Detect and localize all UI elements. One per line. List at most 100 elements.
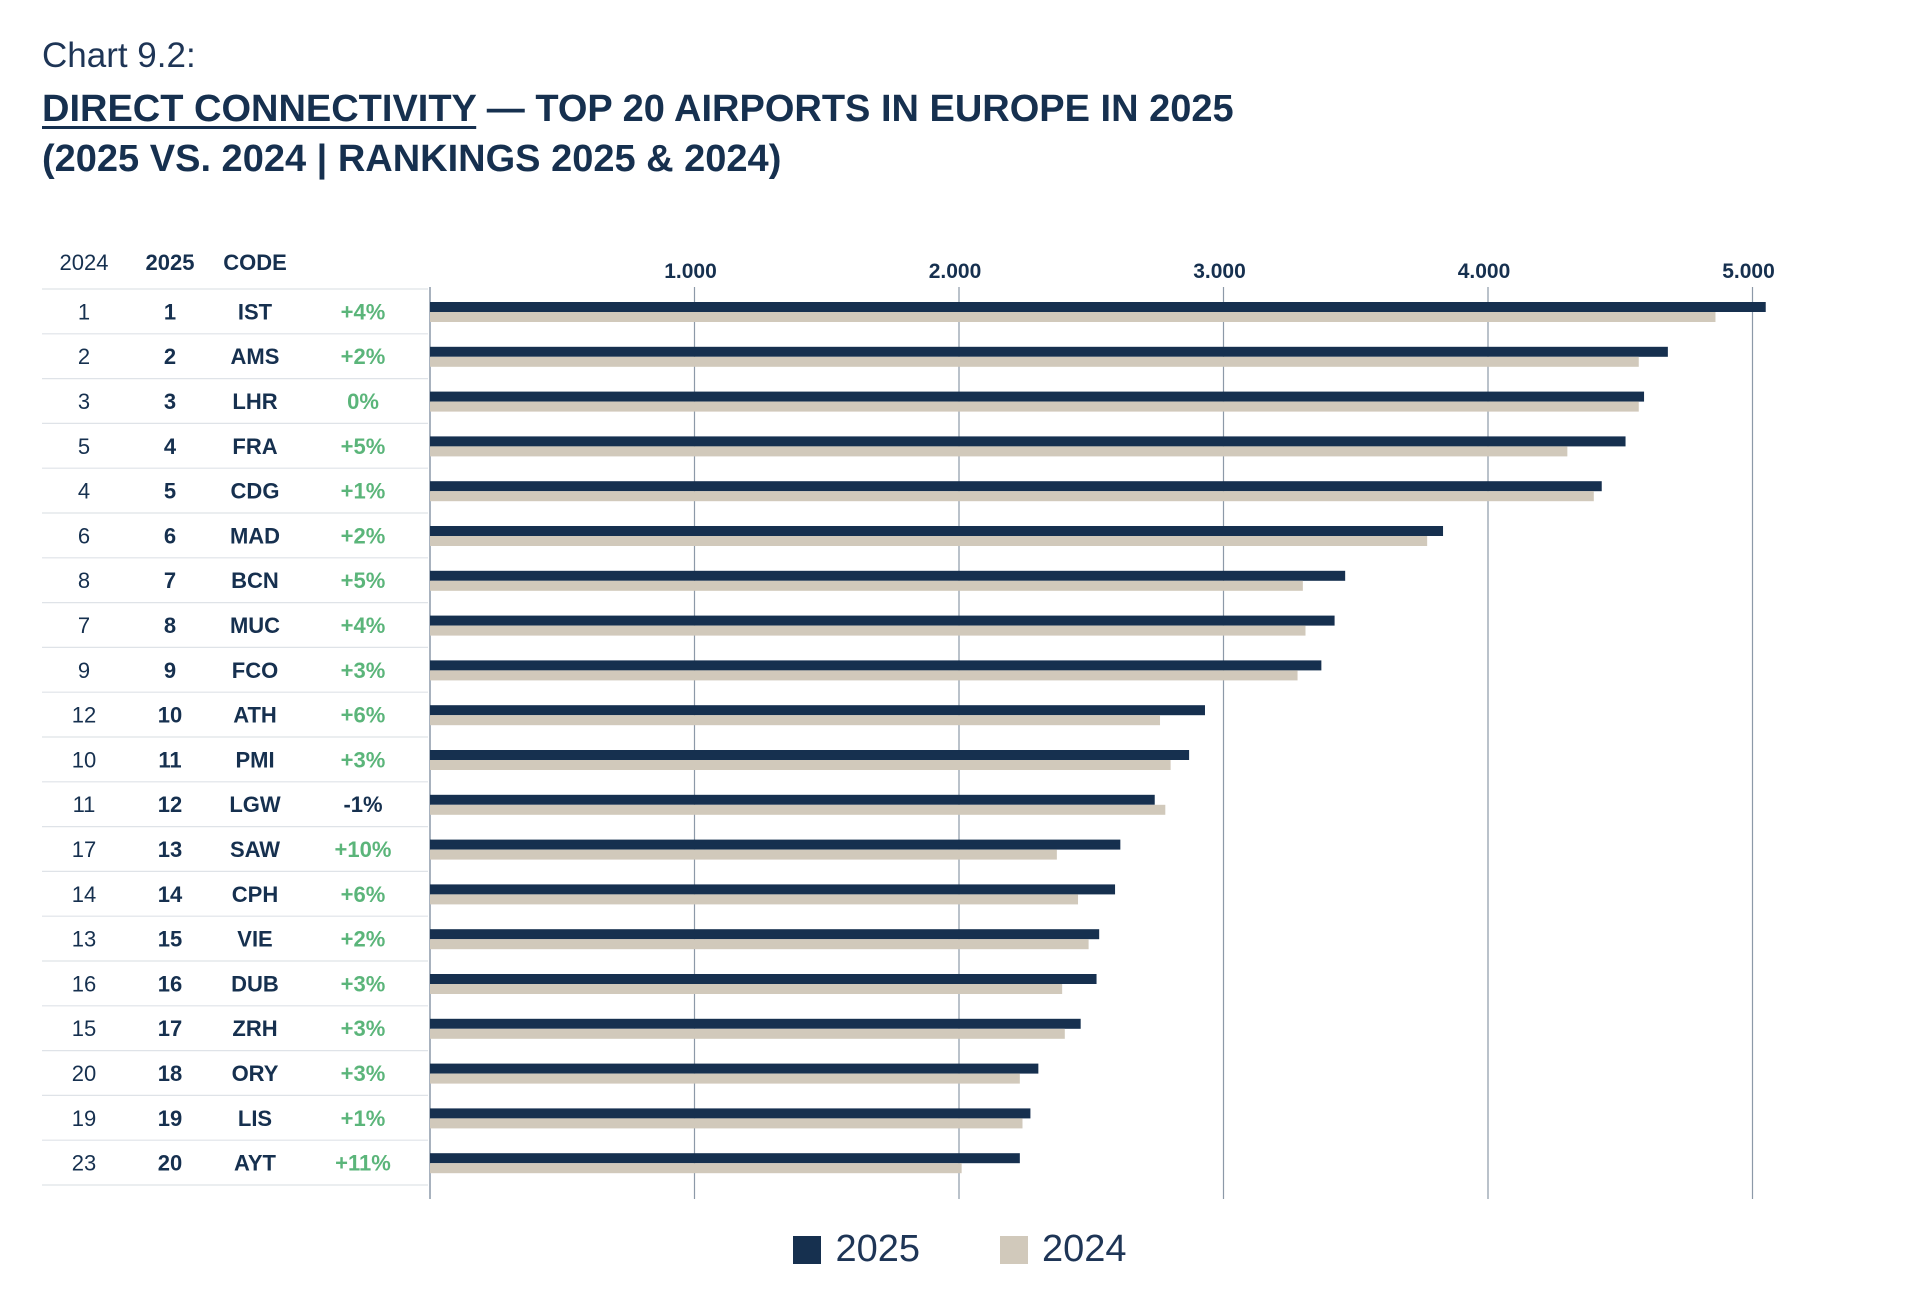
airport-code: VIE (237, 927, 272, 952)
bar-2024-BCN (430, 580, 1303, 591)
bar-2025-VIE (430, 929, 1100, 940)
rank-2024-cell: 20 (72, 1061, 96, 1086)
airport-code: SAW (230, 837, 280, 862)
change-percent: +4% (341, 613, 386, 638)
table-header-0: 2024 (60, 250, 109, 275)
change-percent: +4% (341, 299, 386, 324)
rank-2024-cell: 4 (78, 479, 90, 504)
table-header-1: 2025 (146, 250, 195, 275)
bar-2025-BCN (430, 570, 1346, 581)
airport-code: CPH (232, 882, 278, 907)
change-percent: +2% (341, 927, 386, 952)
rank-2024-cell: 6 (78, 523, 90, 548)
rank-2024-cell: 10 (72, 747, 96, 772)
rank-2024-cell: 23 (72, 1151, 96, 1176)
bar-2024-LIS (430, 1118, 1023, 1129)
bar-2025-IST (430, 302, 1766, 312)
bar-2025-AYT (430, 1153, 1020, 1164)
bar-2025-ORY (430, 1063, 1039, 1074)
legend-item-2024: 2024 (1000, 1228, 1127, 1271)
bar-2024-ORY (430, 1073, 1020, 1084)
legend-label-2025: 2025 (835, 1228, 920, 1270)
rank-2024-cell: 12 (72, 703, 96, 728)
rank-2024-cell: 19 (72, 1106, 96, 1131)
bar-2024-SAW (430, 849, 1057, 860)
bar-2024-FCO (430, 670, 1298, 681)
bar-2024-AMS (430, 356, 1639, 367)
bar-2024-MAD (430, 536, 1428, 546)
rank-2025-cell: 15 (158, 927, 182, 952)
airport-code: AYT (234, 1151, 277, 1176)
bar-2024-IST (430, 312, 1716, 322)
rank-2025-cell: 9 (164, 658, 176, 683)
bar-2024-ATH (430, 715, 1161, 726)
change-percent: +3% (341, 1016, 386, 1041)
chart-number: Chart 9.2: (42, 36, 196, 75)
bar-2025-MUC (430, 615, 1335, 626)
airport-code: ORY (232, 1061, 279, 1086)
rank-2024-cell: 7 (78, 613, 90, 638)
legend-label-2024: 2024 (1042, 1228, 1127, 1270)
chart-subtitle: (2025 VS. 2024 | RANKINGS 2025 & 2024) (42, 138, 782, 180)
change-percent: +2% (341, 523, 386, 548)
rank-2025-cell: 11 (158, 747, 181, 772)
bar-2025-SAW (430, 839, 1121, 850)
rank-2024-cell: 1 (78, 299, 90, 324)
bar-2025-FRA (430, 436, 1626, 447)
change-percent: +5% (341, 568, 386, 593)
change-percent: +3% (341, 1061, 386, 1086)
bar-2024-DUB (430, 984, 1063, 994)
rank-2024-cell: 17 (72, 837, 96, 862)
airport-code: LHR (232, 389, 277, 414)
bar-2025-ATH (430, 705, 1205, 716)
rank-2025-cell: 14 (158, 882, 183, 907)
bar-2025-CPH (430, 884, 1116, 895)
change-percent: +11% (335, 1151, 391, 1176)
airport-code: LGW (229, 792, 281, 817)
legend-swatch-2025 (793, 1235, 822, 1264)
table-header-2: CODE (223, 250, 287, 275)
chart-title-rest: — TOP 20 AIRPORTS IN EUROPE IN 2025 (476, 88, 1234, 130)
rank-2025-cell: 3 (164, 389, 176, 414)
chart-title: DIRECT CONNECTIVITY — TOP 20 AIRPORTS IN… (42, 84, 1234, 134)
change-percent: +2% (341, 344, 386, 369)
x-tick-label: 2.000 (929, 260, 982, 283)
rank-2024-cell: 5 (78, 434, 90, 459)
bar-2025-DUB (430, 974, 1097, 984)
bar-2025-PMI (430, 750, 1190, 760)
rank-2025-cell: 7 (164, 568, 176, 593)
bar-2025-FCO (430, 660, 1322, 671)
legend-item-2025: 2025 (793, 1228, 920, 1271)
x-tick-label: 1.000 (664, 260, 717, 283)
rank-2025-cell: 4 (164, 434, 177, 459)
change-percent: +3% (341, 971, 386, 996)
bar-2025-ZRH (430, 1018, 1081, 1029)
bar-2025-MAD (430, 526, 1444, 536)
rank-2024-cell: 9 (78, 658, 90, 683)
bar-2024-ZRH (430, 1028, 1065, 1039)
change-percent: -1% (343, 792, 382, 817)
legend-swatch-2024 (1000, 1235, 1028, 1264)
rank-2024-cell: 8 (78, 568, 90, 593)
rank-2025-cell: 13 (158, 837, 182, 862)
bar-2025-AMS (430, 346, 1668, 357)
change-percent: +6% (341, 703, 386, 728)
rank-2025-cell: 16 (158, 971, 182, 996)
rank-2024-cell: 16 (72, 971, 96, 996)
change-percent: +1% (341, 479, 386, 504)
bar-2024-PMI (430, 760, 1171, 770)
bar-2024-LGW (430, 804, 1166, 815)
change-percent: +6% (341, 882, 386, 907)
rank-2024-cell: 11 (73, 792, 96, 817)
rank-2025-cell: 17 (158, 1016, 182, 1041)
change-percent: +10% (335, 837, 392, 862)
x-tick-label: 4.000 (1458, 260, 1511, 283)
bar-2025-LIS (430, 1108, 1031, 1119)
rank-2025-cell: 2 (164, 344, 176, 369)
rank-2024-cell: 3 (78, 389, 90, 414)
rank-2024-cell: 2 (78, 344, 90, 369)
airport-code: DUB (231, 971, 279, 996)
change-percent: +3% (341, 747, 386, 772)
rank-2025-cell: 6 (164, 523, 176, 548)
